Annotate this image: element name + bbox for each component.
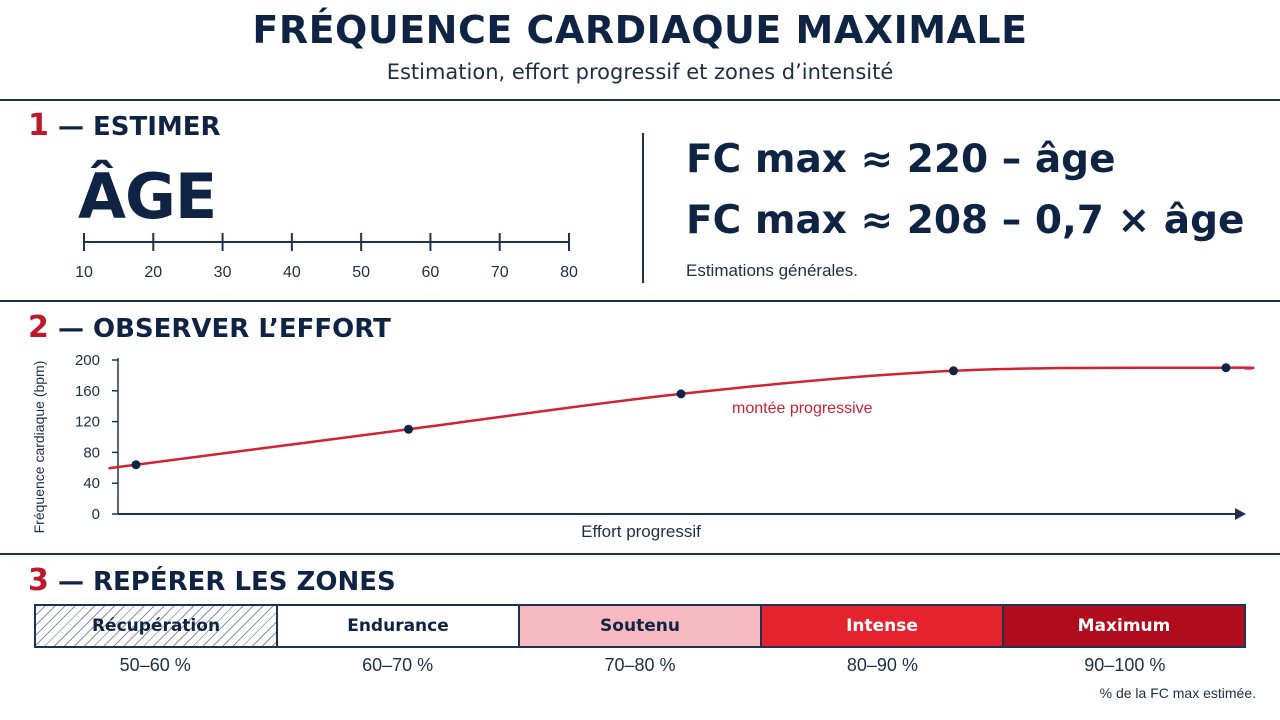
divider-top <box>0 99 1280 101</box>
zones-note: % de la FC max estimée. <box>1099 685 1256 701</box>
zones-bar: Récupération Endurance Soutenu Intense M… <box>34 604 1246 648</box>
section3-number: 3 <box>28 563 49 598</box>
formula-tanaka: FC max ≈ 208 – 0,7 × âge <box>686 198 1245 243</box>
y-tick-label: 40 <box>83 475 100 492</box>
y-tick-label: 80 <box>83 444 100 461</box>
zone-endurance: Endurance <box>278 606 520 646</box>
zone-endurance-label: Endurance <box>347 616 449 636</box>
vertical-divider <box>642 133 644 283</box>
y-tick-label: 0 <box>92 506 100 523</box>
section2-number: 2 <box>28 310 49 345</box>
heart-rate-point <box>949 366 958 376</box>
zone-recuperation: Récupération <box>36 606 278 646</box>
heart-rate-point <box>1221 363 1231 373</box>
zone-range-maximum: 90–100 % <box>1084 655 1166 675</box>
estimation-note: Estimations générales. <box>686 261 858 280</box>
x-axis-label: Effort progressif <box>581 522 701 541</box>
section3-heading: 3 — REPÉRER LES ZONES <box>28 563 396 598</box>
section2-heading: 2 — OBSERVER L’EFFORT <box>28 310 391 345</box>
section1-heading: 1 — ESTIMER <box>28 108 221 143</box>
zone-recuperation-label: Récupération <box>91 616 221 636</box>
zone-intense: Intense <box>762 606 1004 646</box>
x-axis-arrow-icon <box>1235 508 1246 520</box>
age-tick-label: 50 <box>352 264 370 281</box>
age-tick-label: 10 <box>75 264 93 281</box>
age-label: ÂGE <box>78 160 217 233</box>
y-tick-label: 200 <box>75 352 100 369</box>
y-tick-label: 160 <box>75 383 100 400</box>
page-subtitle: Estimation, effort progressif et zones d… <box>386 60 894 84</box>
age-tick-label: 80 <box>560 264 578 281</box>
zone-range-recuperation: 50–60 % <box>119 655 191 675</box>
zone-range-soutenu: 70–80 % <box>604 655 676 675</box>
zone-range-intense: 80–90 % <box>846 655 918 675</box>
heart-rate-curve <box>108 366 1255 470</box>
chart-y-ticks: 0 40 80 120 160 200 <box>75 352 118 523</box>
section3-label: — REPÉRER LES ZONES <box>57 567 396 597</box>
age-tick-label: 30 <box>214 264 232 281</box>
section1-label: — ESTIMER <box>57 112 221 142</box>
zone-maximum-label: Maximum <box>1077 616 1171 636</box>
divider-middle <box>0 300 1280 302</box>
formula-classic: FC max ≈ 220 – âge <box>686 137 1116 182</box>
zone-soutenu-label: Soutenu <box>600 616 680 636</box>
zone-maximum: Maximum <box>1004 606 1244 646</box>
age-tick-label: 40 <box>283 264 301 281</box>
age-axis-ticks: 10 20 30 40 50 60 70 80 <box>75 233 578 281</box>
page-title: FRÉQUENCE CARDIAQUE MAXIMALE <box>252 8 1028 52</box>
curve-annotation: montée progressive <box>732 400 873 417</box>
heart-rate-point <box>404 424 413 434</box>
divider-bottom <box>0 553 1280 555</box>
heart-rate-points <box>131 363 1231 470</box>
zone-range-endurance: 60–70 % <box>362 655 434 675</box>
age-tick-label: 20 <box>144 264 162 281</box>
age-tick-label: 60 <box>422 264 440 281</box>
section1-number: 1 <box>28 108 49 143</box>
y-tick-label: 120 <box>75 414 100 431</box>
heart-rate-point <box>131 460 141 470</box>
zone-ranges: 50–60 % 60–70 % 70–80 % 80–90 % 90–100 % <box>34 655 1246 676</box>
section2-label: — OBSERVER L’EFFORT <box>57 314 391 344</box>
zone-intense-label: Intense <box>846 616 918 636</box>
zone-soutenu: Soutenu <box>520 606 762 646</box>
heart-rate-point <box>676 389 686 399</box>
y-axis-label: Fréquence cardiaque (bpm) <box>31 361 47 534</box>
age-tick-label: 70 <box>491 264 509 281</box>
